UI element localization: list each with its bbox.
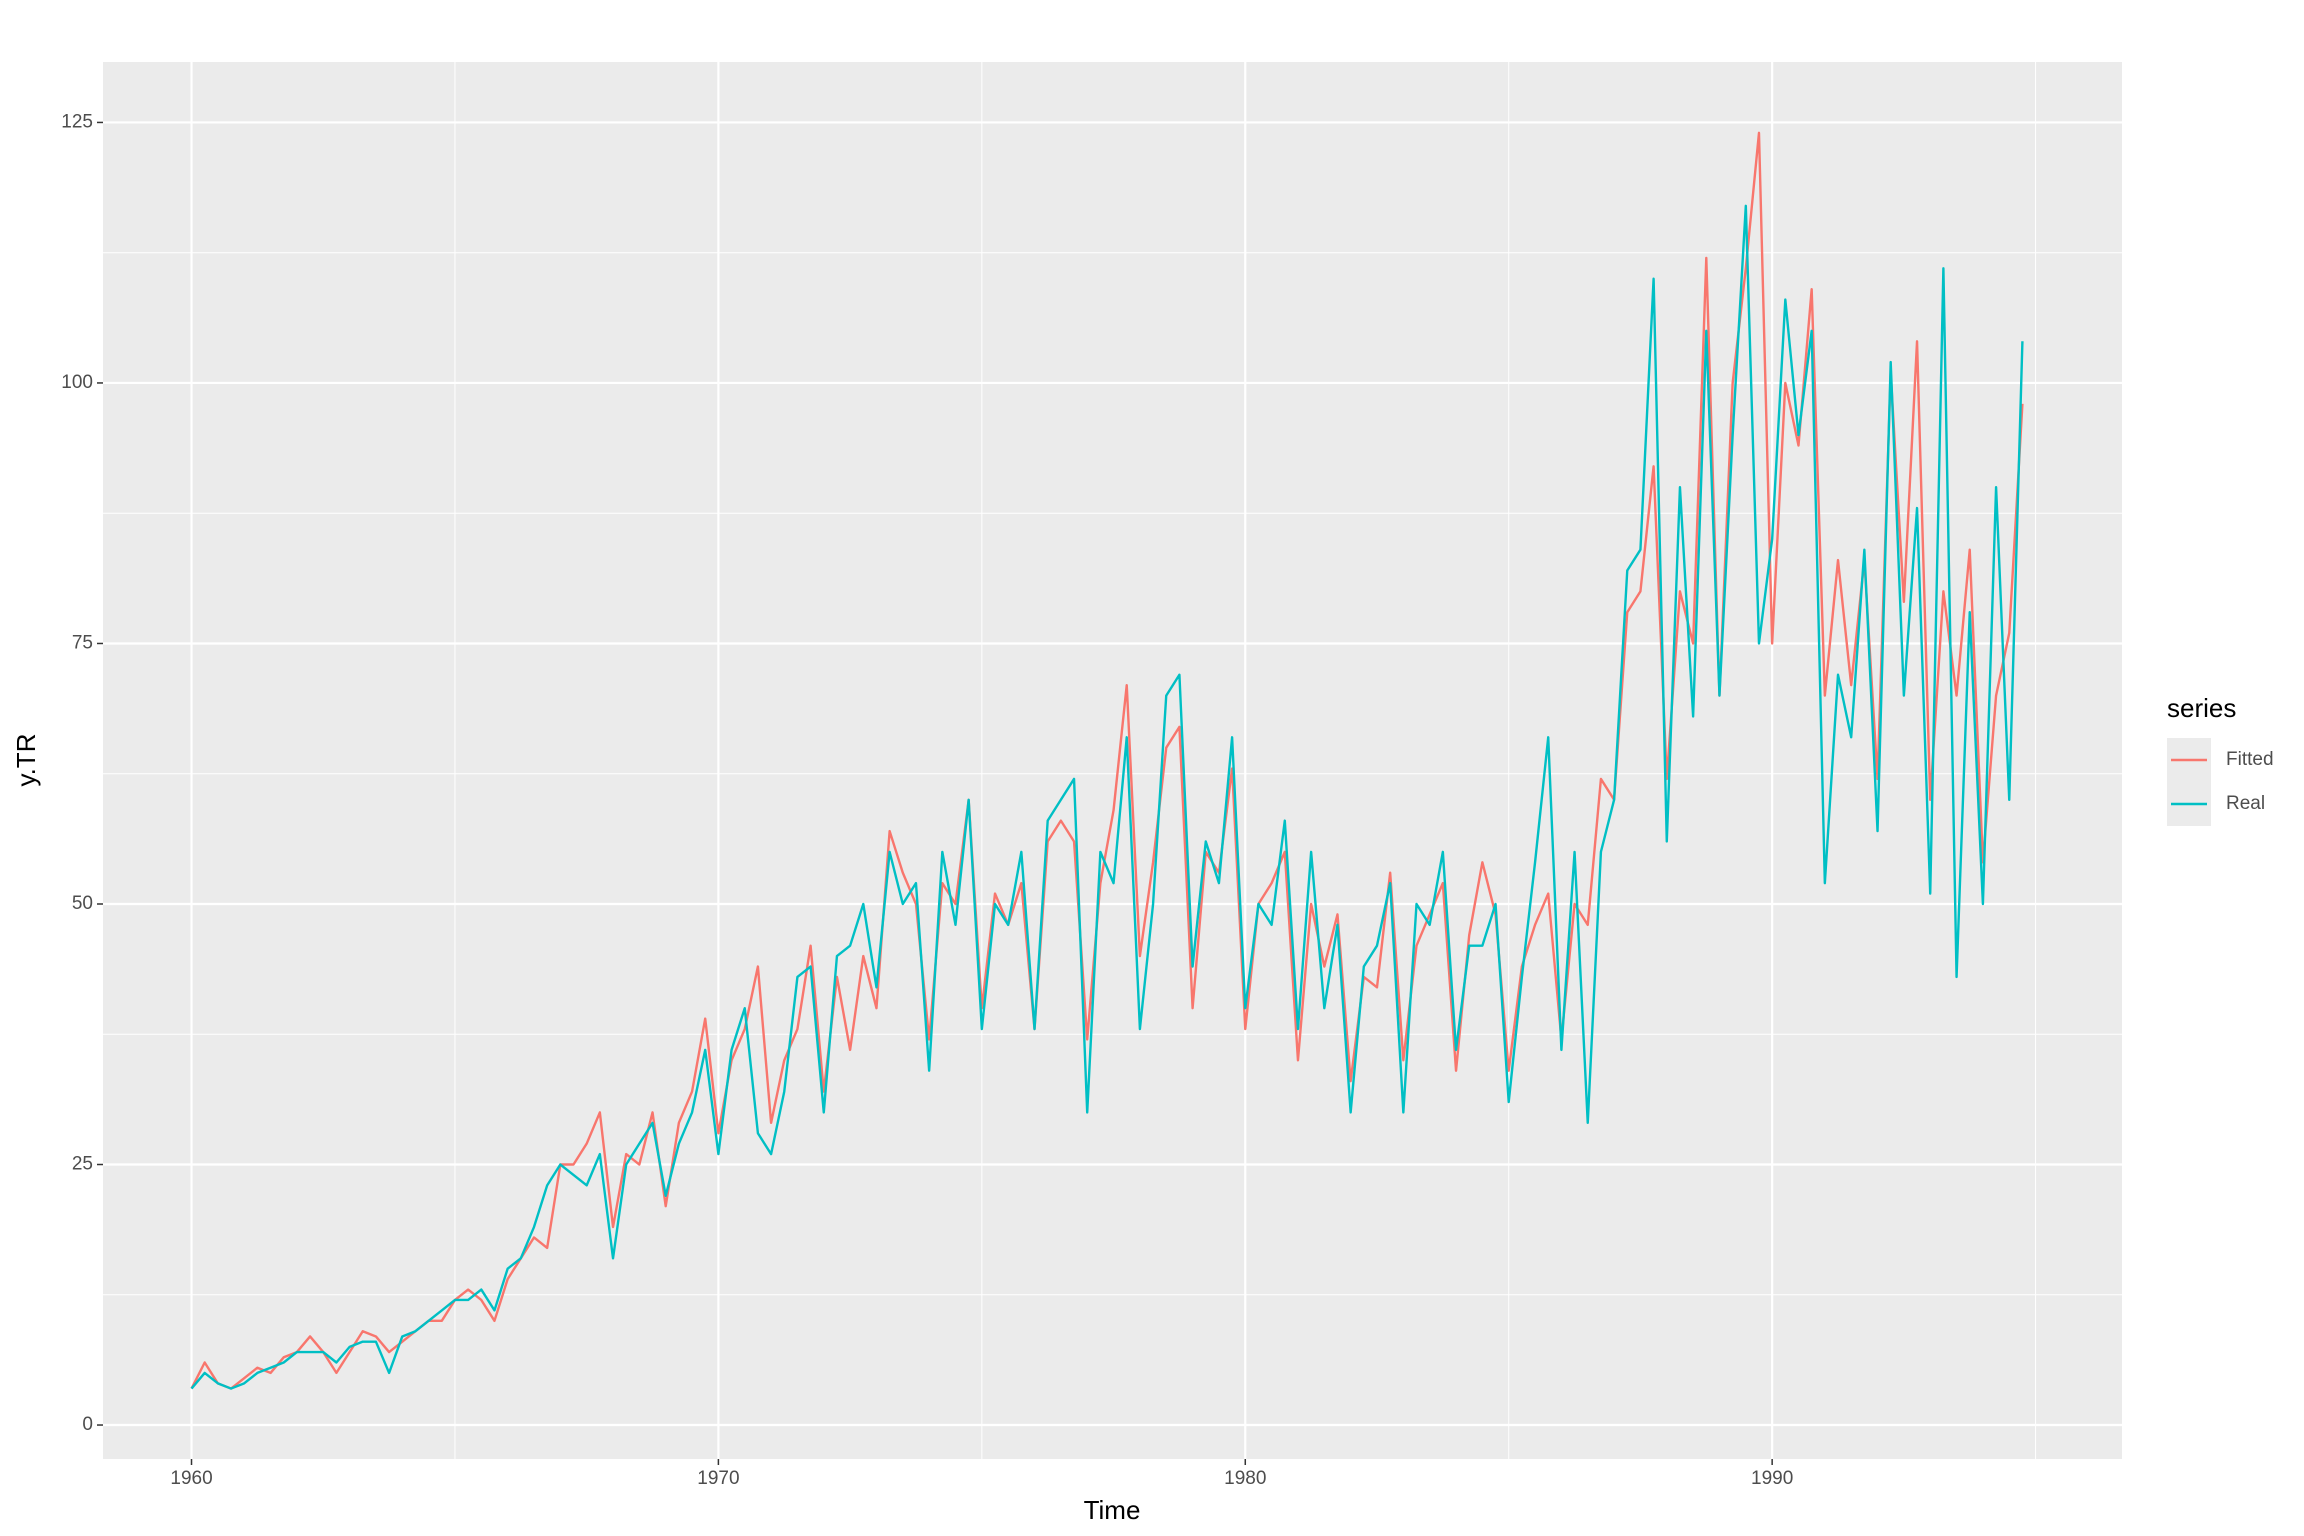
x-axis-title: Time: [1084, 1495, 1141, 1525]
y-tick-label: 125: [61, 111, 93, 132]
legend-label: Real: [2226, 793, 2265, 814]
y-tick-label: 25: [72, 1154, 93, 1175]
y-tick-label: 50: [72, 893, 93, 914]
x-tick-label: 1960: [170, 1468, 212, 1489]
series-line: [190, 204, 2024, 1390]
legend-title: series: [2167, 693, 2236, 723]
y-tick-label: 0: [82, 1414, 93, 1435]
y-axis-title: y.TR: [11, 734, 41, 787]
x-tick-label: 1970: [697, 1468, 739, 1489]
y-tick-label: 75: [72, 632, 93, 653]
x-tick-label: 1980: [1224, 1468, 1266, 1489]
panel: [103, 62, 2122, 1459]
legend-label: Fitted: [2226, 749, 2274, 770]
x-tick-label: 1990: [1751, 1468, 1793, 1489]
y-tick-label: 100: [61, 372, 93, 393]
